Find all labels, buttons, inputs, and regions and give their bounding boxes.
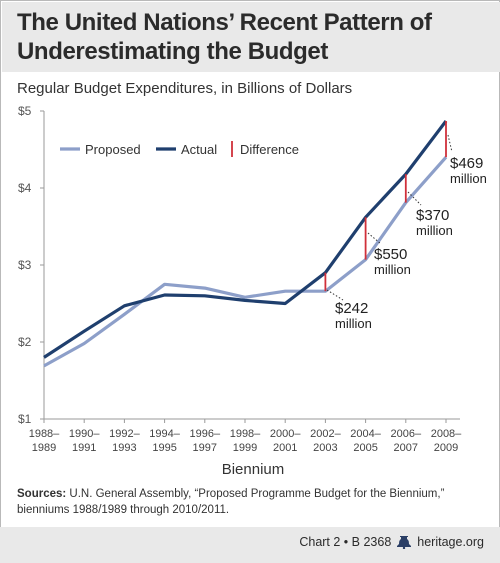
- difference-amount-label: $469: [450, 155, 483, 172]
- x-tick-label: 1999: [233, 442, 257, 454]
- chart-number: Chart 2 • B 2368: [299, 535, 392, 549]
- x-tick-label: 1990–: [69, 428, 100, 440]
- difference-unit-label: million: [335, 316, 372, 331]
- y-tick-label: $3: [18, 258, 32, 272]
- x-tick-label: 2006–: [391, 428, 422, 440]
- x-tick-label: 1996–: [190, 428, 221, 440]
- x-axis-label: Biennium: [222, 461, 285, 478]
- x-tick-label: 2005: [353, 442, 377, 454]
- x-tick-label: 2009: [434, 442, 458, 454]
- annotation-leader: [447, 134, 453, 153]
- line-chart: $1 $2 $3 $4 $5 1988– 1989 1990– 1991 1992– 1993 199…: [18, 104, 487, 478]
- y-tick-label: $1: [18, 412, 32, 426]
- y-tick-label: $2: [18, 335, 32, 349]
- footer-bar: Chart 2 • B 2368 heritage.org: [0, 527, 500, 563]
- footer-credit: Chart 2 • B 2368 heritage.org: [299, 535, 484, 549]
- x-tick-label: 1998–: [230, 428, 261, 440]
- difference-amount-label: $242: [335, 300, 368, 317]
- legend-label-difference: Difference: [240, 142, 299, 157]
- legend-label-actual: Actual: [181, 142, 217, 157]
- difference-amount-label: $550: [374, 246, 407, 263]
- x-tick-label: 2001: [273, 442, 297, 454]
- series-line-proposed: [43, 156, 448, 368]
- difference-unit-label: million: [450, 171, 487, 186]
- liberty-bell-icon: [397, 536, 412, 549]
- annotation-leader: [326, 289, 344, 301]
- sources-lead: Sources:: [17, 488, 67, 500]
- x-tick-label: 1993: [112, 442, 136, 454]
- legend-label-proposed: Proposed: [85, 142, 141, 157]
- title-banner: [2, 2, 500, 72]
- x-tick-label: 2007: [394, 442, 418, 454]
- annotation-leader: [367, 232, 382, 245]
- x-tick-label: 1988–: [29, 428, 60, 440]
- difference-amount-label: $370: [416, 207, 449, 224]
- x-tick-label: 1995: [152, 442, 176, 454]
- x-tick-label: 2003: [313, 442, 337, 454]
- x-tick-label: 1992–: [109, 428, 140, 440]
- annotation-leader: [407, 191, 422, 206]
- x-tick-label: 1994–: [149, 428, 180, 440]
- y-tick-label: $4: [18, 181, 32, 195]
- sources-text: U.N. General Assembly, “Proposed Program…: [17, 488, 445, 516]
- x-tick-label: 1989: [32, 442, 56, 454]
- x-tick-label: 1991: [72, 442, 96, 454]
- y-tick-label: $5: [18, 104, 32, 118]
- difference-unit-label: million: [416, 223, 453, 238]
- difference-unit-label: million: [374, 262, 411, 277]
- chart-title: The United Nations’ Recent Pattern of Un…: [17, 9, 432, 65]
- x-tick-label: 2008–: [431, 428, 462, 440]
- x-tick-label: 2002–: [310, 428, 341, 440]
- sources-note: Sources: U.N. General Assembly, “Propose…: [17, 486, 487, 518]
- site-link[interactable]: heritage.org: [417, 535, 484, 549]
- x-tick-label: 2004–: [350, 428, 381, 440]
- x-tick-label: 2000–: [270, 428, 301, 440]
- x-tick-label: 1997: [193, 442, 217, 454]
- chart-subtitle: Regular Budget Expenditures, in Billions…: [17, 80, 353, 97]
- series-line-actual: [43, 120, 448, 359]
